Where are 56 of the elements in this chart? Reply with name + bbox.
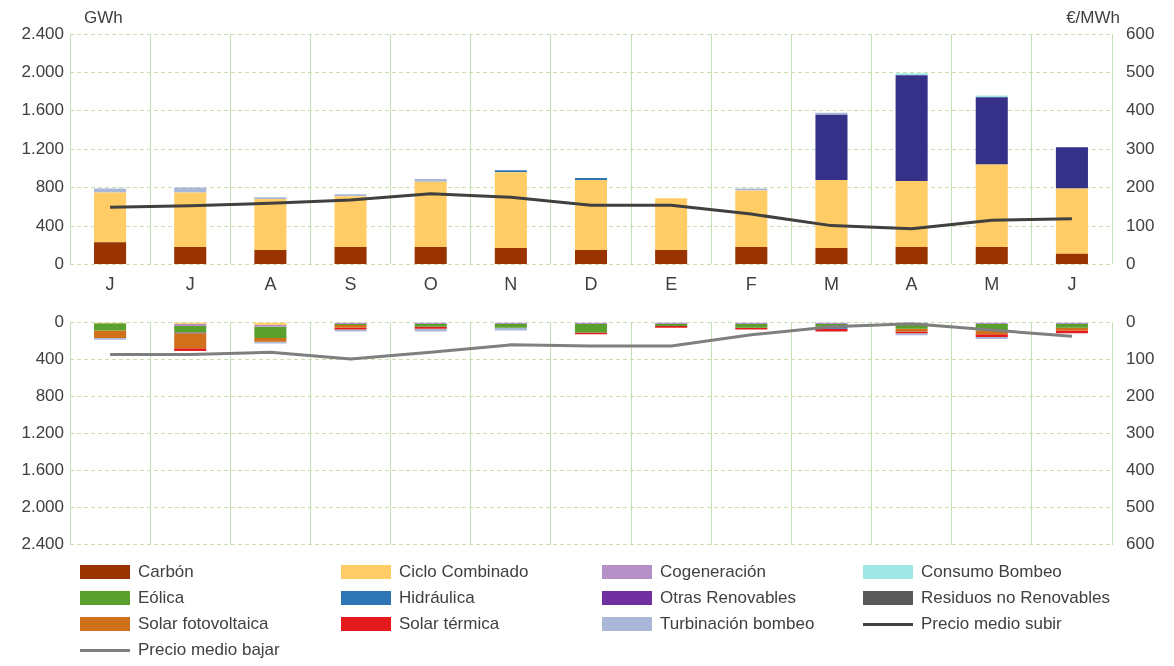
y-tick-label: 0 (54, 254, 64, 274)
y2-tick-label: 0 (1126, 254, 1136, 274)
legend-label: Hidráulica (399, 588, 475, 608)
x-tick-label: J (185, 274, 195, 295)
y-tick-label: 800 (35, 386, 64, 406)
legend-label: Solar térmica (399, 614, 500, 634)
y2-tick-label: 600 (1126, 534, 1155, 554)
y2-tick-label: 500 (1126, 497, 1155, 517)
y-tick-label: 2.400 (21, 23, 64, 43)
x-tick-label: O (423, 274, 438, 295)
x-tick-label: A (264, 274, 277, 295)
x-tick-label: S (344, 274, 357, 295)
y2-tick-label: 300 (1126, 423, 1155, 443)
y-tick-label: 1.200 (21, 423, 64, 443)
legend-label: Consumo Bombeo (921, 562, 1062, 582)
legend-label: Carbón (138, 562, 194, 582)
y2-tick-label: 400 (1126, 460, 1155, 480)
y-tick-label: 400 (35, 348, 64, 368)
x-tick-label: J (105, 274, 115, 295)
x-tick-label: M (823, 274, 839, 295)
x-tick-label: N (504, 274, 518, 295)
y-tick-label: 400 (35, 215, 64, 235)
y2-tick-label: 500 (1126, 62, 1155, 82)
y-tick-label: 0 (54, 311, 64, 331)
x-tick-label: E (665, 274, 678, 295)
y2-tick-label: 100 (1126, 348, 1155, 368)
y-tick-label: 1.600 (21, 460, 64, 480)
y2-axis-title: €/MWh (1066, 8, 1120, 28)
y2-tick-label: 200 (1126, 177, 1155, 197)
legend-label: Precio medio subir (921, 614, 1062, 634)
y-tick-label: 2.000 (21, 497, 64, 517)
legend-label: Precio medio bajar (138, 640, 280, 660)
x-tick-label: D (584, 274, 598, 295)
y2-tick-label: 400 (1126, 100, 1155, 120)
x-tick-label: A (905, 274, 918, 295)
y2-tick-label: 0 (1126, 311, 1136, 331)
legend-label: Ciclo Combinado (399, 562, 529, 582)
y-tick-label: 1.200 (21, 138, 64, 158)
x-tick-label: J (1067, 274, 1077, 295)
legend-label: Solar fotovoltaica (138, 614, 269, 634)
legend-label: Turbinación bombeo (660, 614, 815, 634)
y2-tick-label: 100 (1126, 215, 1155, 235)
legend-label: Residuos no Renovables (921, 588, 1111, 608)
y-tick-label: 2.400 (21, 534, 64, 554)
y-tick-label: 2.000 (21, 62, 64, 82)
x-tick-label: M (984, 274, 1000, 295)
legend-label: Otras Renovables (660, 588, 797, 608)
y2-tick-label: 200 (1126, 386, 1155, 406)
x-tick-label: F (745, 274, 757, 295)
y-tick-label: 1.600 (21, 100, 64, 120)
y-axis-title: GWh (84, 8, 123, 28)
y2-tick-label: 300 (1126, 138, 1155, 158)
legend-label: Eólica (138, 588, 185, 608)
legend-label: Cogeneración (660, 562, 766, 582)
y2-tick-label: 600 (1126, 23, 1155, 43)
y-tick-label: 800 (35, 177, 64, 197)
